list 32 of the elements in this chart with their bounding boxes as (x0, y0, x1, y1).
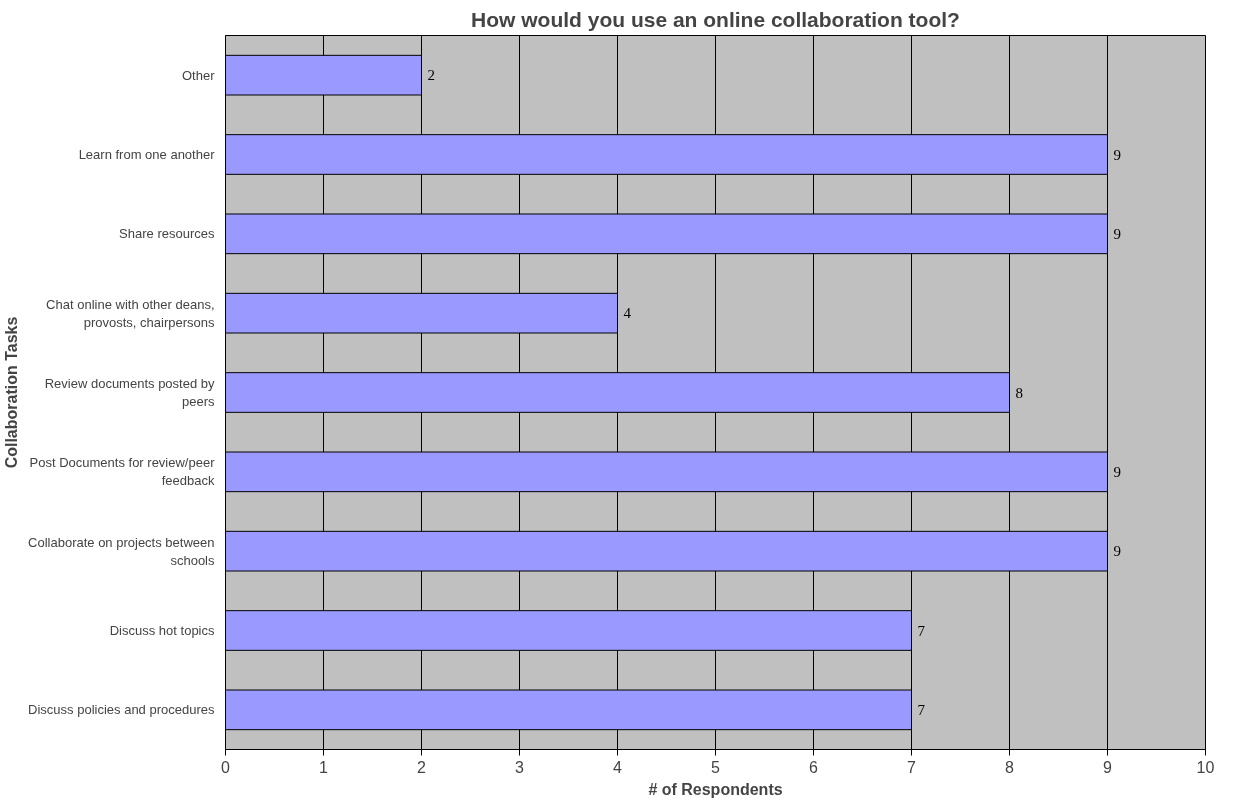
y-axis-title: Collaboration Tasks (3, 316, 21, 469)
x-tick-label: 1 (319, 758, 329, 776)
data-label: 7 (917, 701, 926, 718)
y-tick-label: Chat online with other deans, provosts, chairpersons (46, 296, 215, 330)
y-tick-label: Other (181, 67, 216, 83)
chart-title: How would you use an online collaboration tool? (471, 7, 960, 31)
x-tick-label: 9 (1103, 758, 1113, 776)
y-tick-label: Review documents posted by peers (44, 376, 215, 409)
y-tick-label: Collaborate on projects between schools (28, 534, 215, 568)
data-label: 9 (1113, 543, 1121, 560)
x-tick-label: 3 (515, 758, 525, 776)
data-label: 9 (1113, 463, 1121, 480)
data-label: 2 (427, 67, 435, 84)
x-tick-label: 8 (1005, 758, 1015, 776)
data-label: 4 (623, 305, 632, 322)
data-label: 9 (1113, 146, 1121, 163)
data-label: 8 (1015, 384, 1023, 401)
x-axis-title: # of Respondents (648, 780, 783, 798)
x-tick-label: 6 (809, 758, 819, 776)
y-tick-label: Share resources (119, 226, 215, 242)
y-tick-label: Discuss hot topics (109, 623, 215, 638)
y-tick-label: Post Documents for review/peer feedback (29, 455, 216, 489)
x-tick-label: 7 (907, 758, 917, 776)
data-label: 9 (1113, 225, 1121, 242)
x-tick-label: 4 (613, 758, 623, 776)
x-tick-label: 10 (1196, 758, 1215, 776)
x-tick-label: 5 (711, 758, 721, 776)
x-tick-label: 0 (221, 758, 231, 776)
x-tick-label: 2 (417, 758, 427, 776)
data-label: 7 (917, 622, 926, 639)
y-tick-label: Learn from one another (78, 147, 216, 162)
y-tick-label: Discuss policies and procedures (28, 702, 215, 718)
